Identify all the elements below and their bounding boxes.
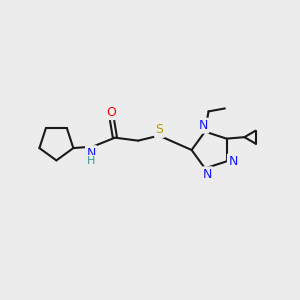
Text: N: N: [228, 155, 238, 168]
Text: S: S: [155, 123, 164, 136]
Text: N: N: [86, 147, 96, 160]
Text: O: O: [106, 106, 116, 118]
Text: N: N: [203, 168, 212, 181]
Text: N: N: [199, 119, 208, 132]
Text: H: H: [87, 156, 95, 166]
